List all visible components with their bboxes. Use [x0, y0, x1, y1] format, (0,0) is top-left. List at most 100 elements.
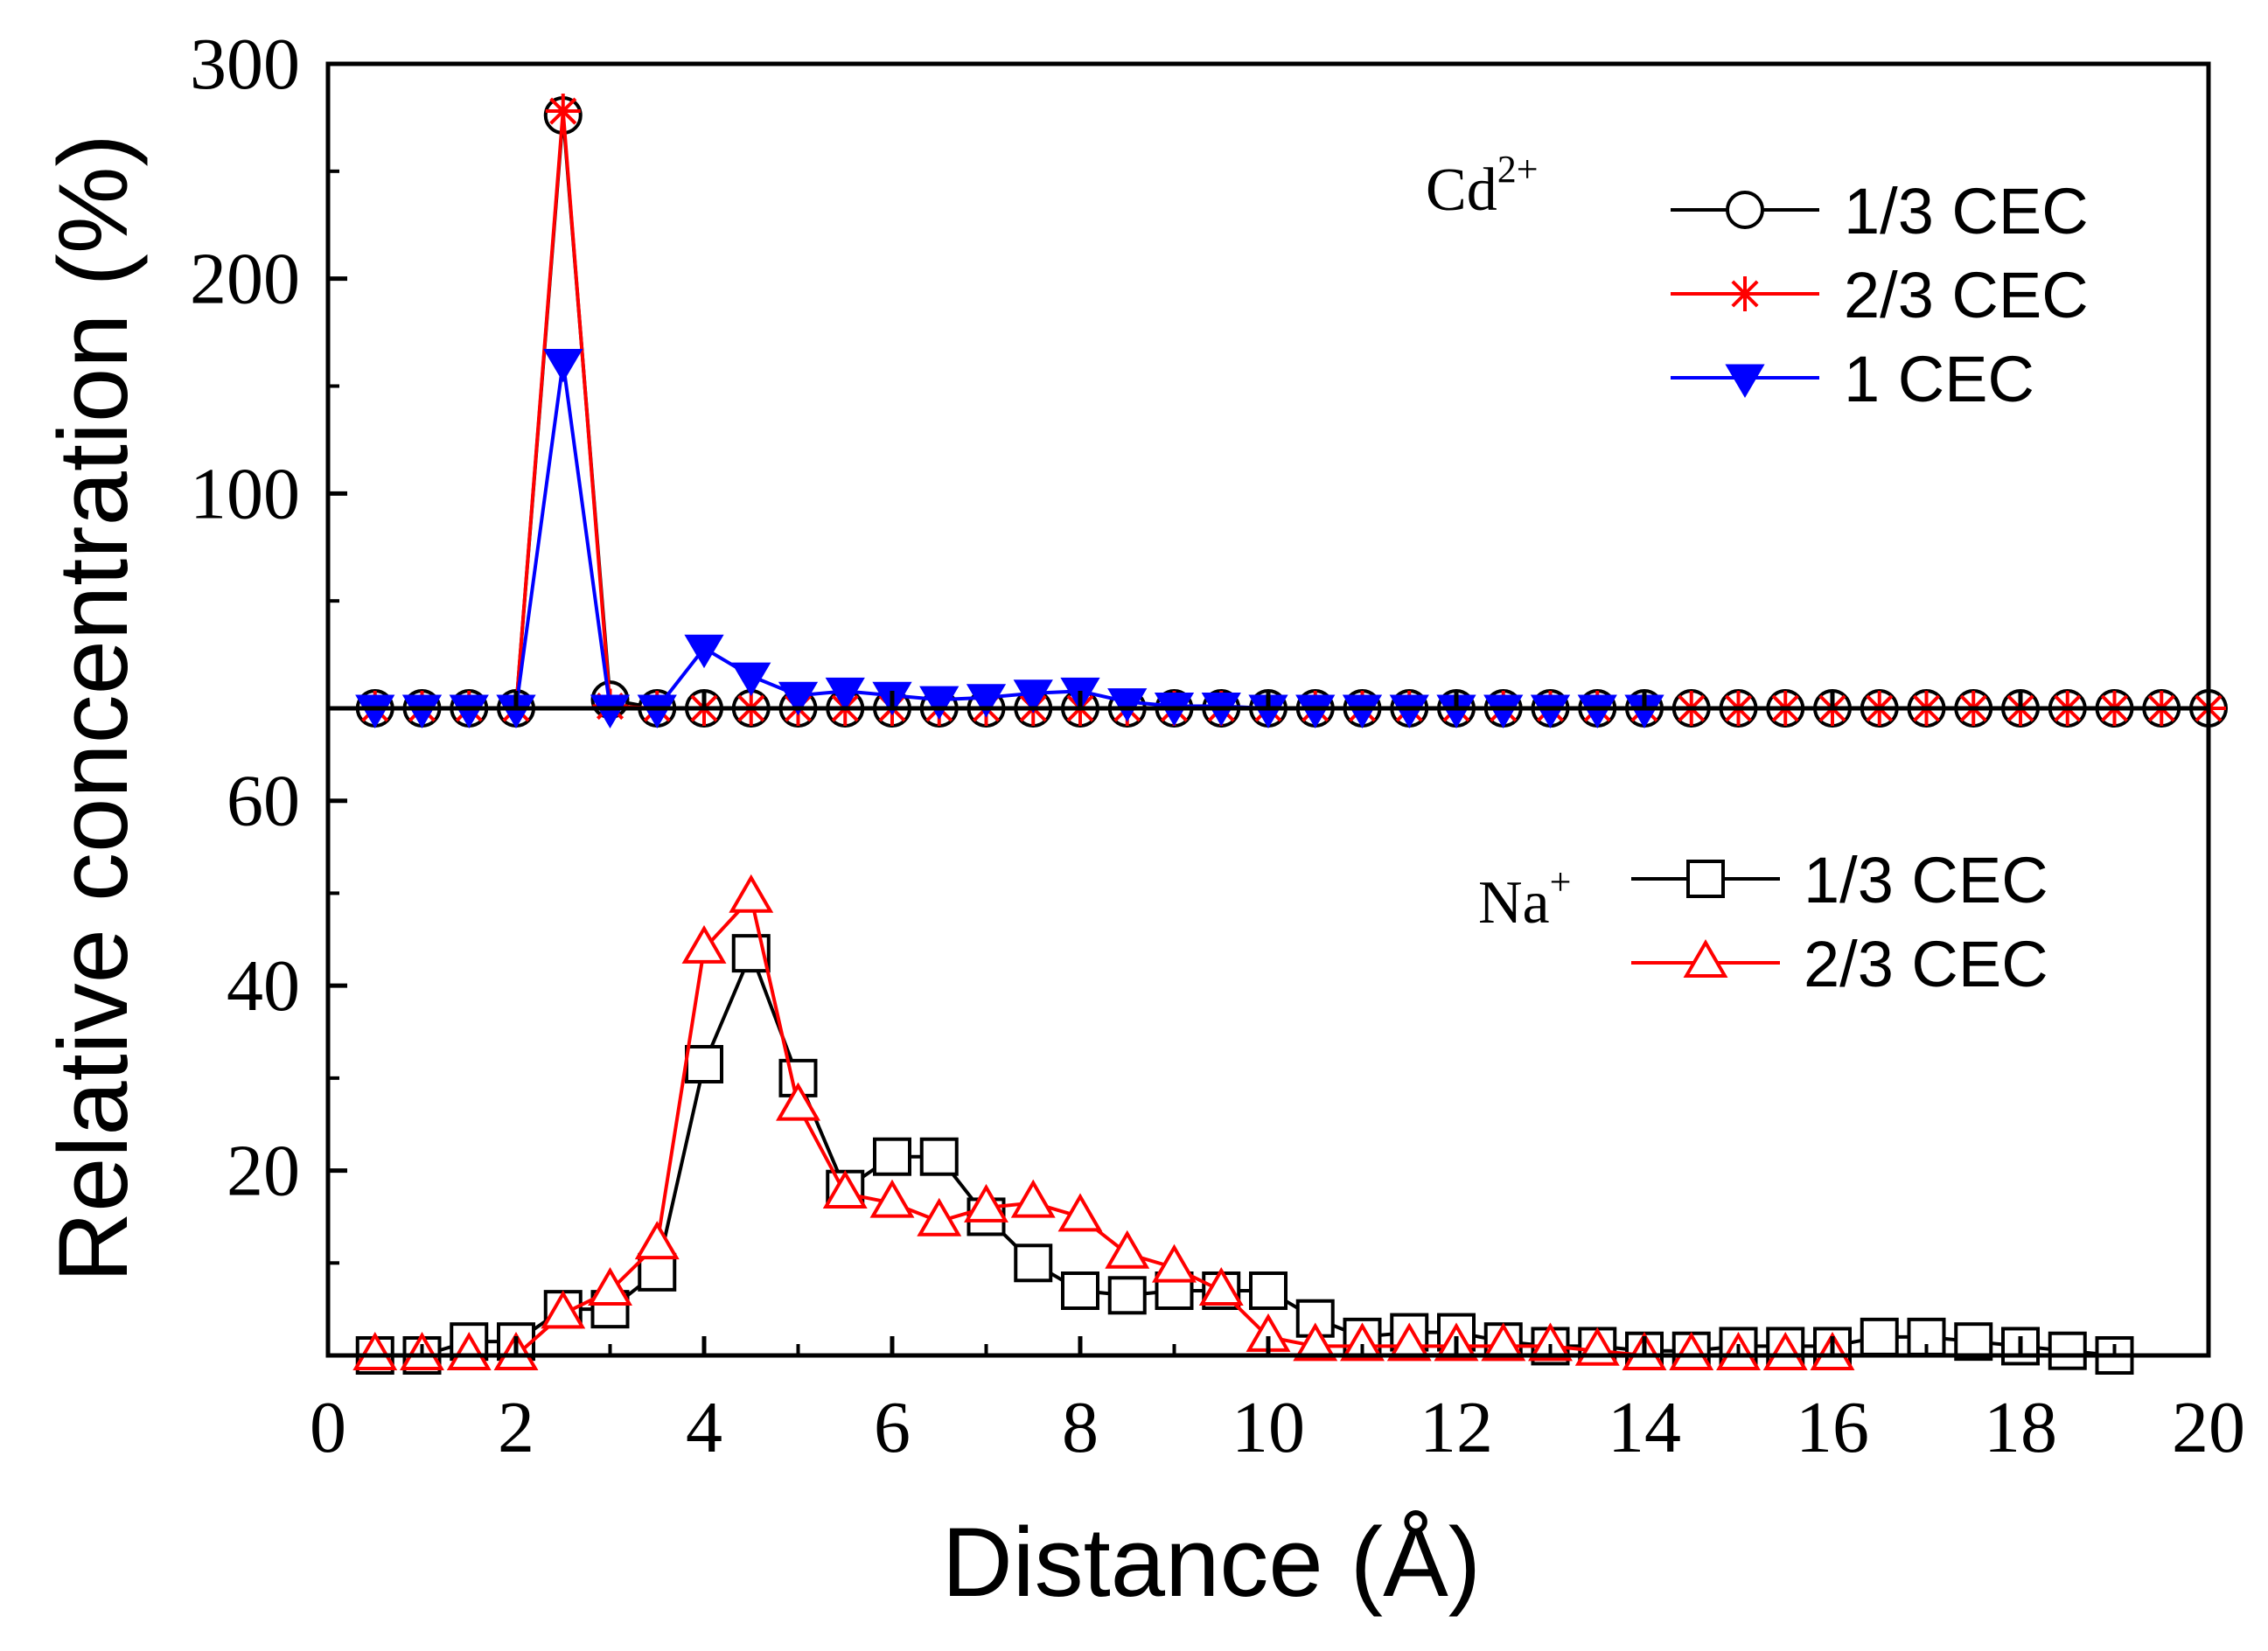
x-tick-label: 6 [874, 1387, 911, 1468]
x-axis-label: Distance (Å) [942, 1508, 1481, 1617]
top-panel-series-3-point [543, 348, 583, 383]
legend-marker [1726, 191, 1764, 229]
bottom-panel-series-1-point [873, 1137, 911, 1176]
y-axis-label: Relative concentration (%) [38, 134, 148, 1282]
bottom-panel-series-2 [352, 874, 1855, 1370]
legend-marker [1725, 364, 1765, 398]
legend-top-entry-3: 1 CEC [1671, 343, 2034, 415]
bottom-panel-series-2-line [374, 894, 1832, 1357]
legend-marker [1683, 939, 1728, 978]
top-panel-series-3-point [590, 694, 631, 728]
x-tick-label: 18 [1984, 1387, 2057, 1468]
bottom-panel-series-1-point [1107, 1276, 1147, 1315]
y-tick-label: 100 [190, 453, 300, 534]
x-tick-label: 2 [498, 1387, 534, 1468]
bottom-panel-series-2-point [634, 1221, 680, 1260]
bottom-panel-series-2-point [1010, 1179, 1056, 1218]
top-panel-series-3 [355, 348, 1664, 728]
bottom-panel-series-2-point [964, 1183, 1008, 1223]
legend-marker [1686, 860, 1725, 898]
bottom-panel-series-2-point [729, 874, 774, 913]
legend-bottom: 1/3 CEC 2/3 CEC [1631, 844, 2048, 1000]
top-panel-series-3-point [401, 694, 443, 728]
x-tick-label: 14 [1608, 1387, 1681, 1468]
top-panel-series-3-point [1295, 694, 1336, 728]
legend-bottom-entry-1: 1/3 CEC [1631, 844, 2048, 916]
top-panel-series-3-point [1577, 694, 1617, 728]
top-panel-series-3-point [1483, 694, 1524, 728]
bottom-panel-series-2-point [1105, 1230, 1150, 1269]
legend-top-entry-2: 2/3 CEC [1671, 259, 2089, 331]
bottom-panel-series-2-point [1386, 1322, 1432, 1362]
legend-top: 1/3 CEC 2/3 CEC 1 CEC [1671, 175, 2089, 415]
top-panel-series-3-point [355, 694, 395, 728]
bottom-panel-series-2-point [446, 1332, 492, 1370]
top-panel-series-3-point [637, 694, 677, 728]
y-tick-label: 60 [227, 761, 300, 842]
na-annotation: Na+ [1478, 860, 1571, 937]
top-panel-series-3-point [1013, 679, 1053, 714]
y-axis-bottom: 20 40 60 [227, 761, 347, 1265]
x-tick-label: 16 [1796, 1387, 1869, 1468]
x-tick-label: 8 [1062, 1387, 1099, 1468]
bottom-panel-series-1-line [374, 948, 2115, 1357]
bottom-panel-series-2-point [1528, 1322, 1573, 1362]
top-panel-series-3-point [1389, 694, 1429, 728]
cd-annotation-base: Cd [1426, 157, 1497, 224]
bottom-panel-series-2-point [776, 1082, 820, 1121]
top-panel-series-3-point [684, 634, 724, 669]
na-annotation-base: Na [1478, 869, 1550, 937]
bottom-panel-series-1-point [685, 1045, 723, 1083]
y-tick-label: 300 [190, 24, 300, 105]
top-panel-series-3-line [374, 362, 1644, 710]
legend-label: 2/3 CEC [1804, 928, 2048, 1000]
legend-label: 1 CEC [1844, 343, 2034, 415]
top-panel-series-3-point [778, 681, 819, 716]
bottom-panel-series-1-point [1860, 1317, 1899, 1356]
y-tick-label: 200 [190, 239, 300, 320]
legend-label: 2/3 CEC [1844, 259, 2089, 331]
bottom-panel-series-1 [355, 934, 2134, 1375]
top-panel-series-3-point [966, 684, 1007, 718]
bottom-panel-series-2-point [1340, 1322, 1385, 1362]
legend-label: 1/3 CEC [1844, 175, 2089, 247]
bottom-panel-series-2-point [1762, 1332, 1808, 1370]
bottom-panel-series-1-point [1061, 1271, 1099, 1310]
bottom-panel-series-1-point [1954, 1322, 1993, 1362]
bottom-panel-series-2-point [588, 1267, 632, 1306]
top-panel-series-3-point [1342, 694, 1383, 728]
legend-marker [1727, 276, 1762, 311]
x-tick-label: 20 [2172, 1387, 2245, 1468]
na-annotation-sup: + [1550, 860, 1572, 903]
cd-annotation: Cd2+ [1426, 148, 1539, 224]
bottom-panel-series-2-point [822, 1170, 868, 1209]
x-axis: 0 2 4 6 8 10 12 14 16 18 20 [310, 691, 2245, 1468]
bottom-panel-series-1-point [638, 1252, 677, 1292]
top-panel-series-3-point [1530, 694, 1571, 728]
bottom-panel-series-2-point [1293, 1322, 1338, 1362]
bottom-panel-series-1-point [1014, 1243, 1053, 1283]
x-tick-label: 4 [686, 1387, 722, 1468]
top-panel-series-3-point [919, 686, 960, 721]
bottom-panel-series-2-point [681, 924, 727, 964]
bottom-panel-series-2-point [869, 1179, 915, 1218]
cd-annotation-sup: 2+ [1497, 148, 1539, 191]
bottom-panel-series-2-point [917, 1197, 962, 1237]
legend-top-entry-1: 1/3 CEC [1671, 175, 2089, 247]
legend-label: 1/3 CEC [1804, 844, 2048, 916]
y-tick-label: 40 [227, 945, 300, 1027]
bottom-panel-series-2-point [1481, 1322, 1526, 1362]
y-tick-label: 20 [227, 1131, 300, 1212]
legend-bottom-entry-2: 2/3 CEC [1631, 928, 2048, 1000]
bottom-panel-series-1-point [919, 1137, 959, 1176]
top-panel-series-3-point [449, 694, 489, 728]
top-panel-series-3-point [825, 677, 865, 712]
bottom-panel-series-2-point [1152, 1243, 1197, 1283]
x-tick-label: 12 [1420, 1387, 1493, 1468]
top-panel-series-3-point [731, 662, 771, 697]
bottom-panel-series-2-point [1057, 1193, 1103, 1232]
top-panel-series-3-point [1107, 688, 1148, 722]
bottom-panel-series-1-point [2048, 1331, 2087, 1370]
y-axis-top: 100 200 300 [190, 24, 347, 603]
